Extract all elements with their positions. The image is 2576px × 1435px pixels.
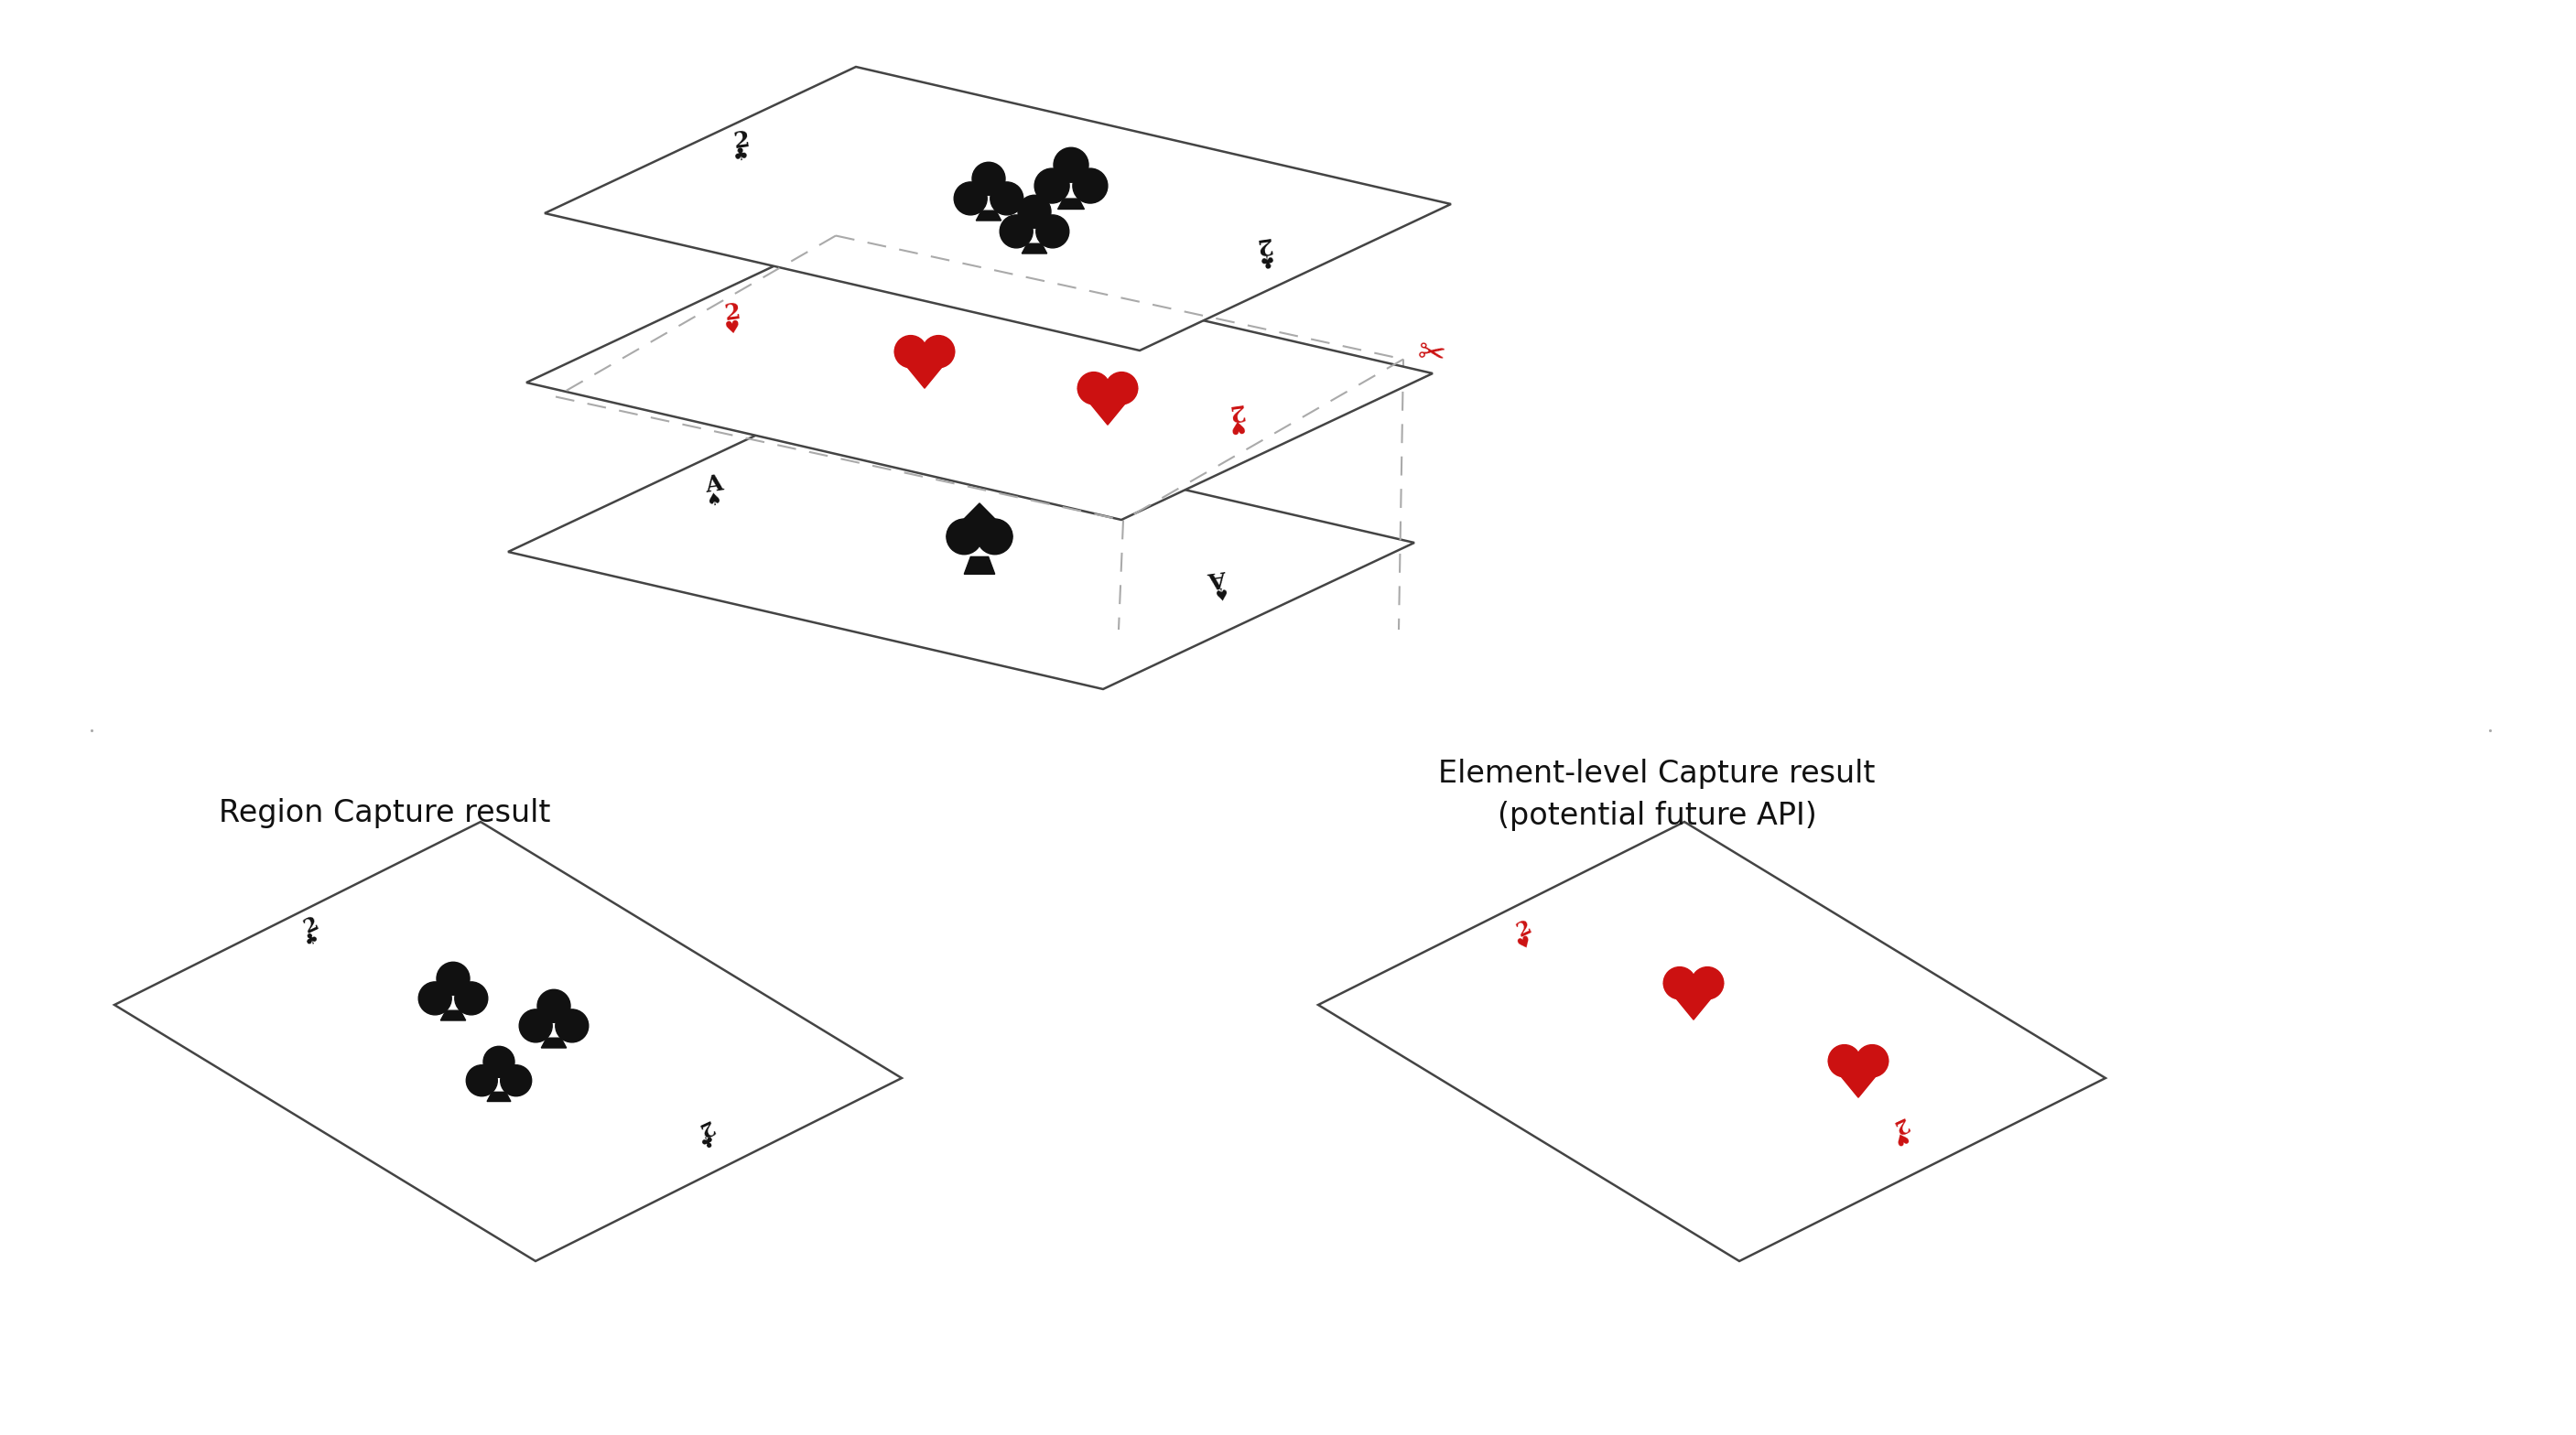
Circle shape <box>1036 168 1069 204</box>
Text: 2: 2 <box>301 914 322 938</box>
Circle shape <box>500 1065 531 1096</box>
Circle shape <box>556 1009 587 1042</box>
Circle shape <box>1829 1045 1860 1078</box>
Circle shape <box>520 1009 551 1042</box>
Text: 2: 2 <box>724 301 742 324</box>
Polygon shape <box>1059 198 1084 210</box>
Circle shape <box>922 336 956 367</box>
Polygon shape <box>1664 983 1723 1020</box>
Polygon shape <box>976 211 1002 221</box>
Circle shape <box>989 182 1023 215</box>
Text: ♥: ♥ <box>724 319 742 337</box>
Circle shape <box>466 1065 497 1096</box>
Polygon shape <box>1023 244 1046 254</box>
Circle shape <box>1664 967 1695 999</box>
Text: ♥: ♥ <box>1226 416 1244 435</box>
Text: ♠: ♠ <box>1208 583 1226 601</box>
Circle shape <box>484 1046 515 1078</box>
Circle shape <box>417 982 451 1015</box>
Text: ♣: ♣ <box>696 1129 714 1151</box>
Polygon shape <box>894 352 956 389</box>
Text: 2: 2 <box>693 1115 716 1139</box>
Circle shape <box>1857 1045 1888 1078</box>
Circle shape <box>971 162 1005 195</box>
Text: 2: 2 <box>1226 399 1244 423</box>
Circle shape <box>1105 372 1139 405</box>
Circle shape <box>1036 215 1069 248</box>
Polygon shape <box>440 1010 466 1020</box>
Polygon shape <box>1829 1060 1888 1098</box>
Circle shape <box>976 519 1012 554</box>
Text: 2: 2 <box>732 129 750 152</box>
Polygon shape <box>507 406 1414 689</box>
Polygon shape <box>1319 822 2105 1261</box>
Circle shape <box>1054 148 1090 182</box>
Polygon shape <box>945 504 1012 537</box>
Text: ♣: ♣ <box>301 928 322 950</box>
Polygon shape <box>963 557 994 574</box>
Circle shape <box>953 182 987 215</box>
Text: ♥: ♥ <box>1515 933 1533 953</box>
Text: 2: 2 <box>1888 1112 1911 1137</box>
Circle shape <box>999 215 1033 248</box>
Text: ♣: ♣ <box>1255 250 1273 268</box>
Circle shape <box>945 519 981 554</box>
Text: A: A <box>1208 565 1229 590</box>
Circle shape <box>438 961 469 994</box>
Text: ♣: ♣ <box>732 146 750 165</box>
Text: 2: 2 <box>1515 917 1535 941</box>
Circle shape <box>1692 967 1723 999</box>
Circle shape <box>456 982 487 1015</box>
Polygon shape <box>526 237 1432 519</box>
Circle shape <box>1072 168 1108 204</box>
Circle shape <box>894 336 927 367</box>
Text: A: A <box>703 472 724 497</box>
Circle shape <box>1077 372 1110 405</box>
Text: ♥: ♥ <box>1891 1128 1909 1148</box>
Polygon shape <box>1077 389 1139 425</box>
Text: ♠: ♠ <box>706 489 724 509</box>
Polygon shape <box>541 1038 567 1048</box>
Text: ✂: ✂ <box>1414 337 1448 372</box>
Polygon shape <box>544 67 1450 350</box>
Text: Region Capture result: Region Capture result <box>219 798 551 828</box>
Text: 2: 2 <box>1255 232 1273 257</box>
Circle shape <box>1018 195 1051 228</box>
Polygon shape <box>113 822 902 1261</box>
Text: Element-level Capture result
(potential future API): Element-level Capture result (potential … <box>1437 758 1875 831</box>
Polygon shape <box>487 1092 510 1102</box>
Circle shape <box>538 990 569 1023</box>
